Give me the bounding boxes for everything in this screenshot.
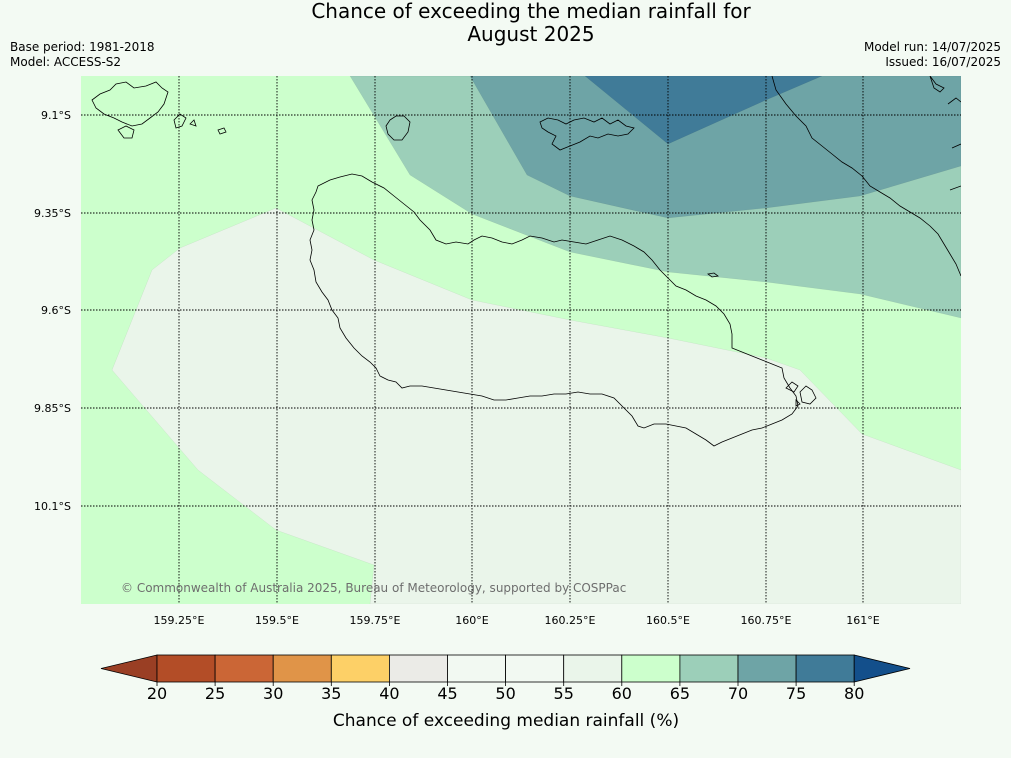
- lat-label-9.35: 9.35°S: [34, 207, 71, 220]
- lon-label-159.5: 159.5°E: [255, 614, 299, 627]
- colorbar-swatch: [621, 654, 681, 683]
- title-line-2: August 2025: [467, 22, 595, 46]
- colorbar-label: Chance of exceeding median rainfall (%): [333, 711, 679, 731]
- title-line-1: Chance of exceeding the median rainfall …: [311, 0, 751, 23]
- lat-label-10.1: 10.1°S: [34, 500, 71, 513]
- lon-label-160.5: 160.5°E: [646, 614, 690, 627]
- colorbar-tick-label: 60: [612, 684, 632, 703]
- east-islets-coast: [785, 381, 817, 407]
- lon-label-160.25: 160.25°E: [545, 614, 596, 627]
- islet-coast: [707, 272, 719, 278]
- colorbar-swatch: [388, 654, 448, 683]
- colorbar-tick-label: 25: [205, 684, 225, 703]
- lon-label-159.75: 159.75°E: [350, 614, 401, 627]
- issued-date: Issued: 16/07/2025: [885, 55, 1001, 69]
- map-panel: © Commonwealth of Australia 2025, Bureau…: [81, 76, 961, 604]
- lon-label-159.25: 159.25°E: [154, 614, 205, 627]
- colorbar-extend-high: [853, 654, 911, 683]
- band-55-60: [111, 207, 961, 604]
- lon-label-160.75: 160.75°E: [741, 614, 792, 627]
- lat-label-9.85: 9.85°S: [34, 402, 71, 415]
- colorbar-tick-label: 20: [147, 684, 167, 703]
- colorbar-tick-label: 75: [786, 684, 806, 703]
- colorbar-tick-label: 80: [844, 684, 864, 703]
- colorbar: [100, 654, 911, 683]
- colorbar-tick-label: 65: [670, 684, 690, 703]
- colorbar-swatch: [156, 654, 216, 683]
- colorbar-swatch: [505, 654, 565, 683]
- north-coast-east: [929, 76, 961, 191]
- colorbar-swatch: [737, 654, 797, 683]
- gridlines: [81, 76, 961, 604]
- small-island-coast: [385, 115, 411, 141]
- copyright-notice: © Commonwealth of Australia 2025, Bureau…: [121, 581, 626, 595]
- meta-right: Model run: 14/07/2025 Issued: 16/07/2025: [864, 40, 1001, 70]
- colorbar-swatch: [679, 654, 739, 683]
- longitude-labels: 159.25°E 159.5°E 159.75°E 160°E 160.25°E…: [154, 614, 880, 627]
- colorbar-tick-label: 35: [321, 684, 341, 703]
- lon-label-160: 160°E: [455, 614, 488, 627]
- colorbar-swatch: [563, 654, 623, 683]
- colorbar-swatch: [330, 654, 390, 683]
- colorbar-tick-label: 70: [728, 684, 748, 703]
- colorbar-tick-label: 40: [379, 684, 399, 703]
- lat-label-9.6: 9.6°S: [41, 304, 71, 317]
- colorbar-tick-label: 55: [554, 684, 574, 703]
- lon-label-161: 161°E: [846, 614, 879, 627]
- nw-islands-coast: [91, 81, 227, 139]
- malaita-coast: [771, 76, 961, 277]
- meta-left: Base period: 1981-2018 Model: ACCESS-S2: [10, 40, 155, 70]
- colorbar-extend-low: [100, 654, 158, 683]
- coastline: [91, 76, 961, 447]
- colorbar-tick-label: 45: [437, 684, 457, 703]
- colorbar-swatch: [447, 654, 506, 683]
- map-title: Chance of exceeding the median rainfall …: [0, 0, 1011, 46]
- colorbar-swatch: [795, 654, 855, 683]
- guadalcanal-coast: [309, 173, 799, 447]
- colorbar-swatch: [214, 654, 274, 683]
- lat-label-9.1: 9.1°S: [41, 109, 71, 122]
- colorbar-tick-label: 50: [495, 684, 515, 703]
- base-period: Base period: 1981-2018: [10, 40, 155, 54]
- colorbar-tick-label: 30: [263, 684, 283, 703]
- model-run-date: Model run: 14/07/2025: [863, 40, 1001, 54]
- latitude-labels: 9.1°S 9.35°S 9.6°S 9.85°S 10.1°S: [34, 109, 71, 513]
- nggela-islands-coast: [539, 117, 635, 151]
- model-name: Model: ACCESS-S2: [10, 55, 122, 69]
- colorbar-swatch: [272, 654, 332, 683]
- colorbar-ticks: 20 25 30 35 40 45 50 55 60 65 70 75 80: [147, 682, 864, 703]
